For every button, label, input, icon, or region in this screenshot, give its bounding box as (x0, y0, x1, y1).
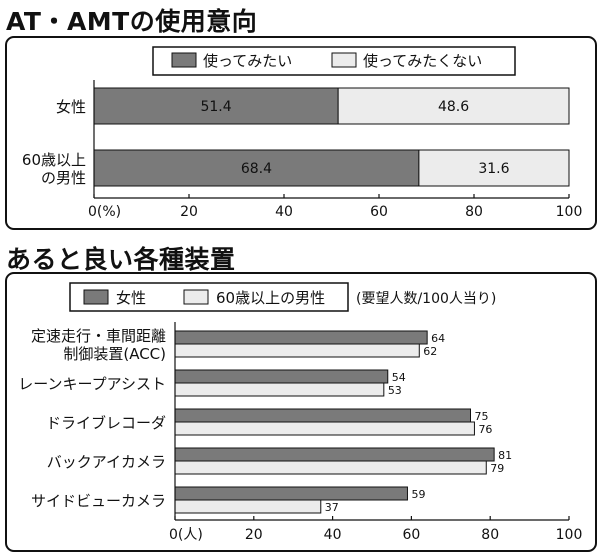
data-label: 51.4 (200, 99, 231, 115)
units-note: (要望人数/100人当り) (356, 291, 496, 307)
legend-label: 60歳以上の男性 (216, 289, 325, 307)
x-tick-label: 20 (180, 204, 198, 220)
x-tick-label: 20 (245, 527, 263, 543)
bar (337, 87, 570, 125)
bar (174, 382, 385, 397)
x-tick-label: 0(%) (88, 204, 121, 220)
bar (174, 447, 495, 462)
data-label: 64 (431, 332, 445, 345)
data-label: 62 (423, 345, 437, 358)
legend-label: 使ってみたい (203, 52, 292, 70)
bar (174, 343, 420, 358)
legend-box (69, 282, 349, 312)
bar (174, 460, 487, 475)
category-label: の男性 (41, 169, 86, 187)
legend-swatch (83, 289, 109, 305)
category-label: 女性 (56, 98, 86, 116)
legend-swatch (183, 289, 209, 305)
category-label: レーンキープアシスト (18, 375, 166, 393)
bar (174, 408, 471, 423)
data-label: 48.6 (438, 99, 469, 115)
data-label: 59 (411, 488, 425, 501)
bar (174, 499, 322, 514)
legend-label: 女性 (116, 289, 146, 307)
category-label: バックアイカメラ (47, 453, 166, 471)
data-label: 75 (475, 410, 489, 423)
x-tick-label: 100 (556, 204, 583, 220)
x-tick-label: 60 (370, 204, 388, 220)
x-tick-label: 40 (275, 204, 293, 220)
x-tick-label: 100 (556, 527, 583, 543)
chart1-title: AT・AMTの使用意向 (6, 7, 258, 36)
category-label: ドライブレコーダ (46, 414, 166, 432)
bar (174, 330, 428, 345)
x-tick-label: 60 (402, 527, 420, 543)
data-label: 81 (498, 449, 512, 462)
data-label: 37 (325, 501, 339, 514)
bar (174, 421, 475, 436)
legend-swatch (171, 52, 197, 68)
data-label: 76 (478, 423, 492, 436)
data-label: 79 (490, 462, 504, 475)
data-label: 54 (392, 371, 406, 384)
category-label: 制御装置(ACC) (63, 345, 166, 363)
bar (174, 486, 408, 501)
data-label: 53 (388, 384, 402, 397)
legend-swatch (331, 52, 357, 68)
category-label: 60歳以上 (22, 151, 86, 169)
x-tick-label: 80 (465, 204, 483, 220)
legend-label: 使ってみたくない (363, 52, 482, 70)
x-tick-label: 80 (481, 527, 499, 543)
category-label: サイドビューカメラ (31, 492, 166, 510)
x-tick-label: 40 (324, 527, 342, 543)
data-label: 68.4 (241, 161, 272, 177)
chart2-title: あると良い各種装置 (6, 245, 236, 274)
bar (174, 369, 389, 384)
data-label: 31.6 (478, 161, 509, 177)
bar (418, 149, 570, 187)
category-label: 定速走行・車間距離 (31, 327, 166, 345)
x-tick-label: 0(人) (169, 527, 203, 543)
